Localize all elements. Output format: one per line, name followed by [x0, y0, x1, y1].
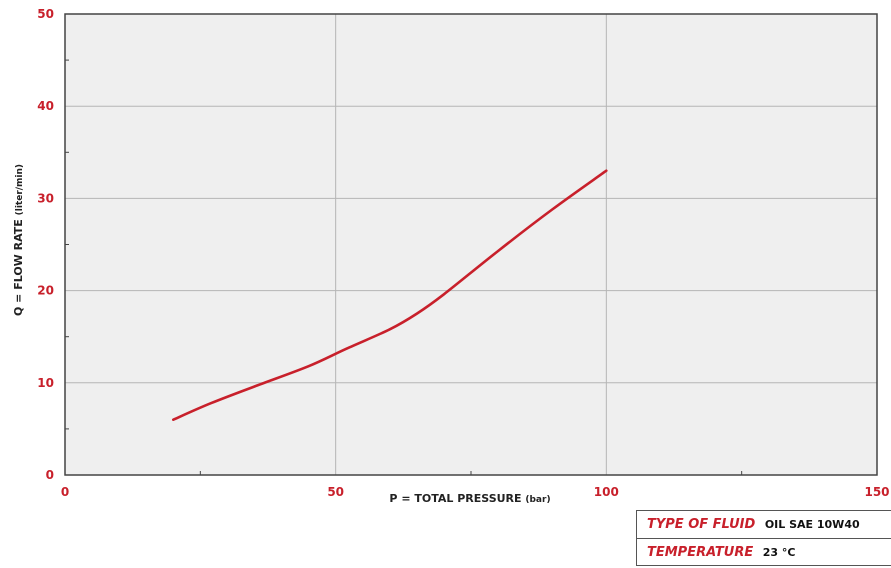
y-tick-label: 20: [37, 284, 54, 298]
y-tick-label: 40: [37, 99, 54, 113]
x-axis-label-unit: (bar): [525, 495, 550, 505]
y-tick-label: 30: [37, 191, 54, 205]
x-axis-label-main: P = TOTAL PRESSURE: [389, 492, 521, 505]
fluid-row: TYPE OF FLUID OIL SAE 10W40: [637, 511, 891, 538]
test-conditions-box: TYPE OF FLUID OIL SAE 10W40 TEMPERATURE …: [636, 510, 891, 566]
temperature-value: 23 °C: [762, 546, 796, 559]
y-tick-label: 0: [46, 468, 54, 482]
temperature-label: TEMPERATURE: [647, 545, 754, 560]
x-tick-label: 50: [327, 485, 344, 499]
flow-rate-line: [172, 169, 608, 421]
grid-lines: [65, 14, 877, 475]
y-tick-labels: 0 10 20 30 40 50: [37, 7, 54, 482]
y-axis-label: Q = FLOW RATE (liter/min): [12, 164, 25, 316]
data-series: [172, 169, 608, 421]
x-tick-label: 150: [864, 485, 889, 499]
plot-frame: [64, 13, 878, 476]
fluid-label: TYPE OF FLUID: [647, 517, 756, 532]
y-axis-label-main: Q = FLOW RATE: [12, 219, 25, 316]
x-tick-label: 0: [61, 485, 69, 499]
temperature-row: TEMPERATURE 23 °C: [637, 538, 891, 565]
y-axis-label-unit: (liter/min): [15, 164, 25, 215]
plot-area: [65, 14, 877, 475]
x-tick-labels: 0 50 100 150: [61, 485, 890, 499]
y-tick-label: 50: [37, 7, 54, 21]
y-tick-label: 10: [37, 376, 54, 390]
fluid-value: OIL SAE 10W40: [764, 518, 860, 531]
x-axis-label: P = TOTAL PRESSURE (bar): [389, 492, 550, 505]
x-tick-label: 100: [594, 485, 619, 499]
